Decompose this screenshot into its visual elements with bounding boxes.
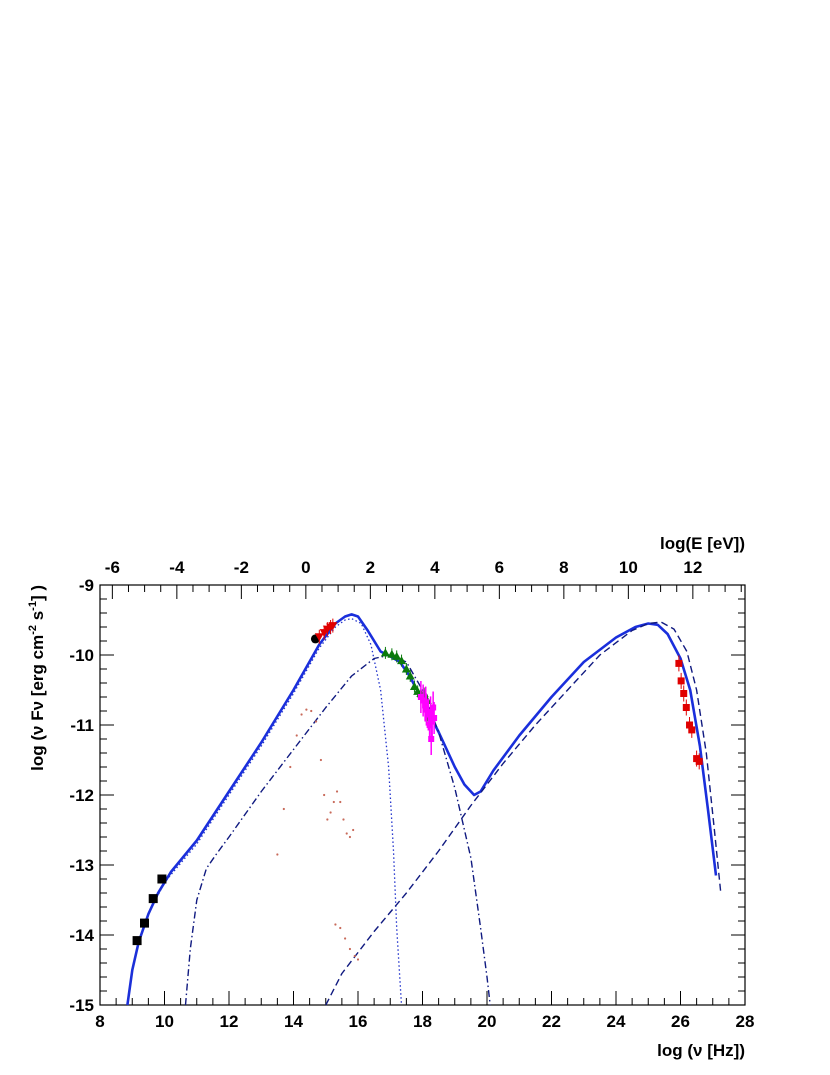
xray-point — [409, 682, 419, 690]
radio-point — [132, 936, 142, 946]
y-axis-title-pre: log (ν Fν [erg cm — [28, 635, 47, 771]
hard-xray-point — [427, 709, 434, 716]
top-tick-label: 8 — [559, 558, 568, 577]
hard-xray-point — [431, 715, 438, 721]
hard-xray-point — [417, 694, 424, 700]
axis-ticks — [99, 584, 746, 1006]
top-tick-label: 6 — [495, 558, 504, 577]
x-tick-label: 14 — [284, 1012, 303, 1031]
y-axis-title-post: ] ) — [28, 585, 47, 601]
y-axis-title-sup2: -1 — [27, 601, 39, 611]
radio-point — [157, 874, 167, 884]
hard-xray-point — [422, 699, 429, 706]
host-galaxy-point — [344, 937, 347, 940]
xray-point — [387, 649, 397, 658]
host-galaxy-point — [300, 713, 303, 716]
top-tick-label: 0 — [301, 558, 310, 577]
host-galaxy-point — [339, 926, 342, 930]
model-curve-navy-dashdot — [184, 654, 491, 1006]
gamma-point — [688, 726, 696, 734]
host-galaxy-point — [319, 758, 323, 762]
x-tick-label: 12 — [220, 1012, 239, 1031]
y-tick-label: -14 — [69, 926, 94, 945]
x-tick-label: 8 — [95, 1012, 104, 1031]
host-galaxy-point — [348, 947, 352, 951]
y-tick-labels: -15 -14 -13 -12 -11 -10 -9 — [69, 576, 94, 1015]
gamma-point — [680, 690, 688, 697]
top-tick-label: 10 — [619, 558, 638, 577]
radio-point — [148, 894, 158, 904]
top-tick-label: 4 — [430, 558, 440, 577]
y-tick-label: -13 — [69, 856, 94, 875]
y-axis-title-sup1: -2 — [27, 625, 39, 635]
host-galaxy-point — [332, 800, 335, 804]
radio-point — [140, 918, 150, 928]
x-tick-label: 24 — [607, 1012, 626, 1031]
host-galaxy-point — [348, 835, 352, 839]
hard-xray-point — [429, 718, 436, 725]
data-points — [132, 618, 703, 961]
host-galaxy-point — [356, 958, 360, 961]
y-tick-label: -9 — [79, 576, 94, 595]
top-tick-label: -2 — [234, 558, 249, 577]
x-tick-label: 28 — [736, 1012, 755, 1031]
host-galaxy-point — [295, 734, 298, 737]
top-tick-label: 12 — [683, 558, 702, 577]
y-tick-label: -11 — [70, 716, 94, 735]
top-axis-title: log(E [eV]) — [660, 534, 745, 553]
x-tick-label: 10 — [155, 1012, 174, 1031]
host-galaxy-point — [334, 923, 337, 926]
host-galaxy-point — [305, 708, 308, 711]
host-galaxy-point — [310, 709, 313, 713]
xray-point — [401, 664, 411, 673]
x-tick-label: 22 — [542, 1012, 561, 1031]
host-galaxy-point — [339, 800, 342, 804]
gamma-point — [682, 704, 690, 711]
y-axis-title: log (ν Fν [erg cm-2 s-1] ) — [27, 585, 47, 771]
host-galaxy-point — [289, 765, 292, 769]
y-axis-title-mid: s — [28, 611, 47, 625]
xray-point — [392, 651, 402, 660]
host-galaxy-point — [282, 807, 285, 811]
host-galaxy-point — [353, 954, 356, 958]
x-tick-label: 16 — [349, 1012, 368, 1031]
gamma-point — [686, 721, 694, 729]
model-curve-navy-dashed — [325, 621, 722, 1006]
host-galaxy-point — [314, 720, 318, 723]
x-axis-title: log (ν [Hz]) — [657, 1041, 745, 1060]
host-galaxy-point — [345, 832, 348, 835]
uv-point — [328, 622, 338, 631]
host-galaxy-point — [326, 818, 329, 821]
xray-point — [397, 656, 407, 665]
gamma-point — [695, 757, 703, 765]
host-galaxy-point — [352, 828, 355, 832]
host-galaxy-point — [323, 793, 326, 797]
y-tick-label: -12 — [69, 786, 94, 805]
host-galaxy-point — [335, 790, 339, 793]
top-tick-label: 2 — [366, 558, 375, 577]
x-tick-label: 20 — [478, 1012, 497, 1031]
xray-point — [380, 648, 390, 657]
x-tick-labels: 8 10 12 14 16 18 20 22 24 26 28 — [95, 1012, 754, 1031]
hard-xray-point — [430, 704, 437, 711]
top-tick-label: -4 — [169, 558, 185, 577]
y-tick-label: -15 — [69, 996, 94, 1015]
xray-point — [405, 671, 415, 680]
x-tick-label: 18 — [413, 1012, 432, 1031]
host-galaxy-point — [276, 853, 279, 856]
model-curve-blue-dotted — [126, 617, 403, 1006]
host-galaxy-point — [329, 811, 332, 814]
gamma-point — [675, 659, 683, 667]
top-tick-label: -6 — [105, 558, 120, 577]
x-tick-label: 26 — [671, 1012, 690, 1031]
hard-xray-point — [428, 736, 435, 742]
host-galaxy-point — [342, 818, 345, 821]
top-axis-tick-labels: -6 -4 -2 0 2 4 6 8 10 12 — [105, 558, 703, 577]
gamma-point — [677, 677, 685, 685]
uv-point — [314, 633, 324, 642]
hard-xray-point — [426, 722, 433, 728]
y-tick-label: -10 — [69, 646, 94, 665]
